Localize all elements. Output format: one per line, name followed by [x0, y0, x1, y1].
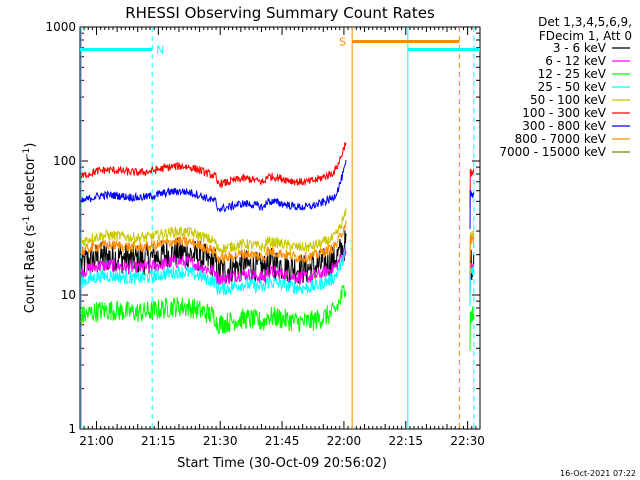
plot-frame — [79, 26, 481, 430]
x-tick-label: 21:00 — [79, 434, 114, 448]
series-line-recovery — [469, 306, 475, 351]
y-tick-label: 1 — [68, 422, 76, 436]
flag-bars: NS — [80, 35, 480, 56]
legend-label: 12 - 25 keV — [538, 67, 607, 81]
series-line — [80, 159, 347, 213]
y-axis-label-part-3: ) — [23, 143, 38, 148]
flag-label: S — [339, 35, 346, 48]
series-line — [80, 284, 347, 335]
legend-label: 3 - 6 keV — [553, 41, 607, 55]
legend-label: 100 - 300 keV — [522, 106, 606, 120]
y-tick-label: 10 — [61, 288, 76, 302]
x-tick-label: 22:30 — [450, 434, 485, 448]
legend-header-line-1: Det 1,3,4,5,6,9, — [538, 15, 632, 29]
series-line — [80, 220, 347, 265]
plot-area — [79, 26, 481, 430]
y-axis-label-sup-2: -1 — [22, 148, 32, 157]
y-tick-label: 1000 — [45, 20, 76, 34]
legend-label: 800 - 7000 keV — [515, 132, 607, 146]
x-tick-label: 22:15 — [388, 434, 423, 448]
legend: Det 1,3,4,5,6,9, FDecim 1, Att 0 3 - 6 k… — [499, 15, 632, 159]
y-tick-label: 100 — [53, 154, 76, 168]
series-line — [80, 247, 347, 286]
series-line — [80, 142, 347, 189]
series-line — [80, 244, 347, 296]
footer-timestamp: 16-Oct-2021 07:22 — [560, 469, 636, 478]
y-axis-label-part-1: Count Rate (s — [23, 225, 38, 314]
chart-title: RHESSI Observing Summary Count Rates — [125, 4, 435, 22]
x-tick-label: 21:30 — [203, 434, 238, 448]
x-tick-label: 21:45 — [265, 434, 300, 448]
series-lines — [80, 142, 475, 351]
legend-label: 6 - 12 keV — [545, 54, 607, 68]
axis-ticks: 1 10 100 1000 21:00 21:15 21:30 21:45 22:00 22:15… — [45, 20, 484, 448]
legend-label: 25 - 50 keV — [538, 80, 607, 94]
y-axis-label-part-2: detector — [23, 156, 38, 216]
legend-label: 7000 - 15000 keV — [499, 145, 606, 159]
x-tick-label: 22:00 — [327, 434, 362, 448]
x-axis-label: Start Time (30-Oct-09 20:56:02) — [177, 456, 387, 471]
y-axis-label-sup-1: -1 — [22, 216, 32, 225]
series-line-recovery — [469, 234, 475, 275]
series-line-recovery — [469, 189, 475, 229]
marker-lines — [80, 27, 475, 429]
x-tick-label: 21:15 — [141, 434, 176, 448]
series-line-recovery — [469, 168, 475, 208]
legend-label: 50 - 100 keV — [530, 93, 607, 107]
y-axis-label: Count Rate (s-1 detector-1) — [22, 143, 38, 314]
legend-header-line-2: FDecim 1, Att 0 — [539, 29, 632, 43]
series-line — [80, 207, 347, 254]
flag-label: N — [156, 43, 164, 56]
legend-label: 300 - 800 keV — [522, 119, 606, 133]
